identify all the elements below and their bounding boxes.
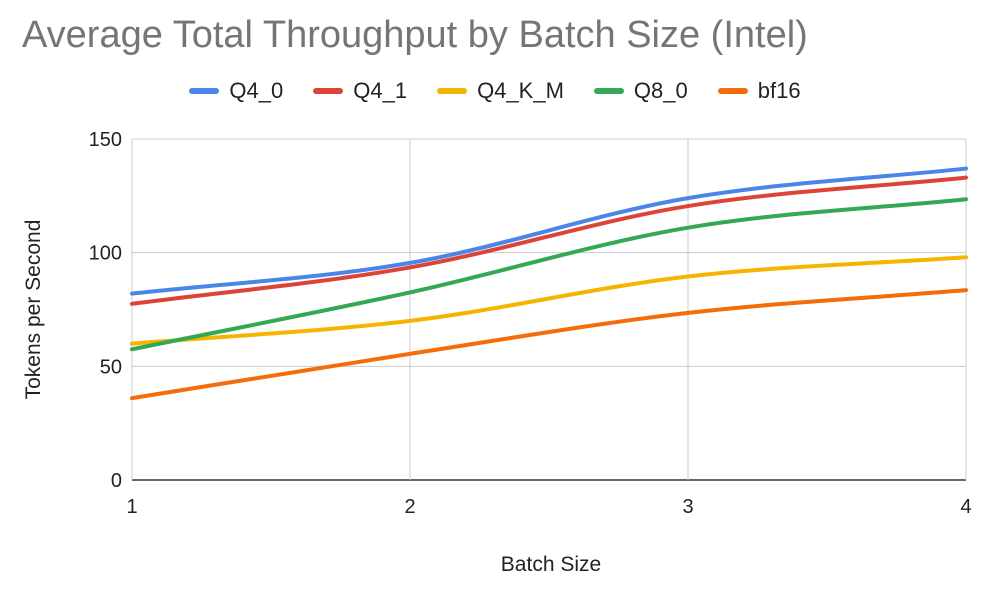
- grid-layer: [131, 138, 967, 481]
- series-line-q8-0: [130, 197, 968, 352]
- legend-item-bf16: bf16: [717, 78, 801, 104]
- y-tick-label: 50: [100, 356, 122, 378]
- legend-swatch-q4-1: [313, 88, 344, 94]
- x-axis-label: Batch Size: [501, 553, 601, 576]
- legend-item-q4-1: Q4_1: [313, 78, 407, 104]
- chart-legend: Q4_0 Q4_1 Q4_K_M Q8_0 bf16: [0, 78, 990, 104]
- series-line-q4-1: [130, 175, 968, 306]
- legend-swatch-q4-k-m: [437, 88, 468, 94]
- legend-swatch-bf16: [717, 88, 748, 94]
- series-layer: [130, 166, 968, 401]
- legend-label-q4-0: Q4_0: [229, 78, 284, 103]
- legend-label-q4-k-m: Q4_K_M: [477, 78, 564, 103]
- legend-item-q4-k-m: Q4_K_M: [437, 78, 564, 104]
- legend-swatch-q8-0: [593, 88, 624, 94]
- legend-item-q4-0: Q4_0: [189, 78, 283, 104]
- series-line-q4-k-m: [130, 255, 968, 346]
- y-tick-label: 150: [89, 129, 122, 151]
- x-tick-label: 4: [960, 496, 971, 518]
- x-tick-label: 1: [126, 496, 137, 518]
- x-tick-label: 3: [682, 496, 693, 518]
- series-line-q4-0: [130, 166, 968, 296]
- y-tick-label: 0: [111, 470, 122, 492]
- y-tick-label: 100: [89, 243, 122, 265]
- tick-layer: 0 50 100 150 1 2 3 4: [89, 129, 972, 518]
- legend-label-q4-1: Q4_1: [353, 78, 408, 103]
- legend-label-bf16: bf16: [757, 78, 801, 103]
- series-line-bf16: [130, 288, 968, 401]
- y-axis-label: Tokens per Second: [22, 220, 45, 400]
- legend-swatch-q4-0: [189, 88, 220, 94]
- legend-item-q8-0: Q8_0: [593, 78, 688, 104]
- chart-title: Average Total Throughput by Batch Size (…: [22, 14, 808, 56]
- legend-label-q8-0: Q8_0: [633, 78, 688, 103]
- x-tick-label: 2: [404, 496, 415, 518]
